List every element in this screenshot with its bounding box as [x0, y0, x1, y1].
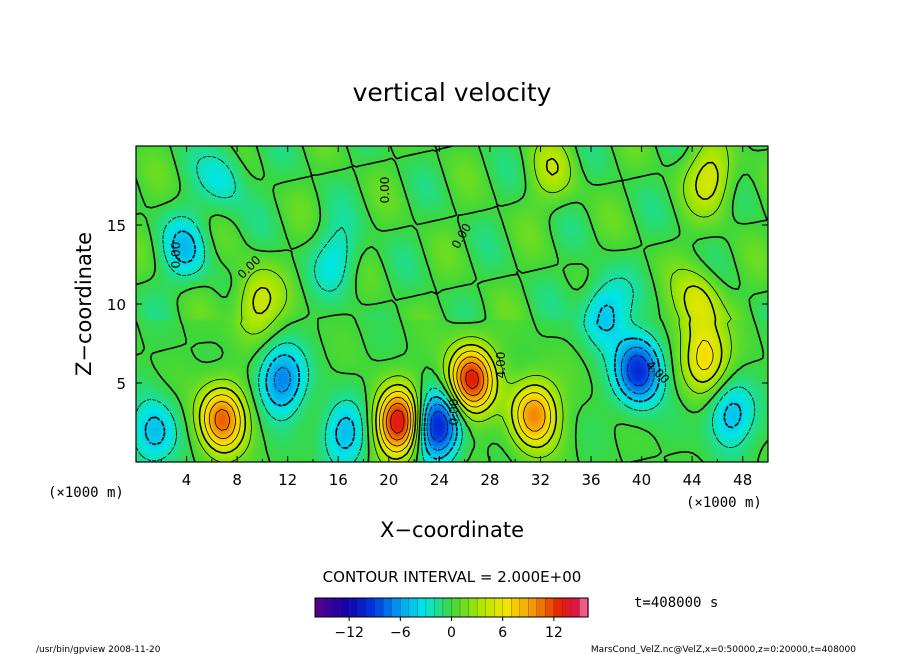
x-tick-label: 44 [683, 471, 702, 489]
colorbar-cell [476, 597, 487, 618]
colorbar-cell [425, 597, 436, 618]
colorbar-tick-label: 0 [447, 625, 456, 641]
colorbar-cell [408, 597, 419, 618]
colorbar-cell [579, 597, 589, 618]
colorbar-cell [494, 597, 504, 618]
colorbar-cell [348, 597, 359, 618]
contour-label: 0.00 [447, 399, 461, 426]
y-tick-label: 10 [107, 296, 126, 314]
contour-level-neg8 [430, 355, 650, 443]
colorbar-cell [357, 597, 367, 618]
colorbar-cell [391, 597, 401, 618]
colorbar-cell [366, 597, 376, 618]
contour-interval-text: CONTOUR INTERVAL = 2.000E+00 [323, 568, 582, 586]
x-tick-label: 40 [632, 471, 651, 489]
x-tick-label: 8 [232, 471, 242, 489]
x-axis-ticks: 4 8 12 16 20 24 28 32 36 40 44 48 [160, 146, 752, 489]
colorbar-cell [340, 597, 350, 618]
colorbar-cell [528, 597, 538, 618]
colorbar-cell [570, 597, 581, 618]
colorbar-cell [374, 597, 384, 618]
x-tick-label: 24 [430, 471, 449, 489]
x-axis-label: X−coordinate [380, 518, 524, 542]
contour-level-8 [208, 356, 546, 447]
x-tick-label: 20 [379, 471, 398, 489]
colorbar-cells [314, 597, 589, 618]
x-tick-label: 48 [733, 471, 752, 489]
colorbar-cell [511, 597, 521, 618]
colorbar-cell [434, 597, 444, 618]
contour-label: 0.00 [169, 242, 183, 269]
contour-label: 0.00 [378, 177, 392, 204]
footer-right: MarsCond_VelZ.nc@VelZ,x=0:50000,z=0:2000… [591, 645, 856, 654]
colorbar-cell [553, 597, 564, 618]
y-axis-label: Z−coordinate [72, 232, 96, 376]
x-tick-label: 36 [581, 471, 600, 489]
colorbar-cell [502, 597, 512, 618]
x-tick-label: 12 [278, 471, 297, 489]
contour-level-0 [136, 146, 768, 462]
contour-level-2 [192, 146, 732, 462]
contour-level-neg6 [274, 346, 655, 451]
colorbar-cell [451, 597, 461, 618]
colorbar: −12 −6 0 6 12 [314, 597, 589, 641]
chart-title: vertical velocity [353, 78, 552, 107]
x-tick-label: 28 [480, 471, 499, 489]
colorbar-cell [331, 597, 342, 618]
colorbar-cell [314, 597, 325, 618]
colorbar-cell [400, 597, 410, 618]
colorbar-cell [417, 597, 427, 618]
contour-level-10 [214, 362, 484, 441]
y-tick-label: 15 [107, 217, 126, 235]
time-label: t=408000 s [634, 595, 718, 611]
colorbar-cell [536, 597, 546, 618]
colorbar-cell [485, 597, 495, 618]
colorbar-cell [323, 597, 333, 618]
contour-lines [136, 146, 768, 462]
colorbar-tick-label: −6 [390, 625, 411, 641]
x-unit-right: (×1000 m) [686, 495, 762, 511]
colorbar-cell [562, 597, 572, 618]
colorbar-cell [383, 597, 393, 618]
plot-area: 0.000.00 0.000.004.000.004.00 [135, 145, 769, 463]
colorbar-tick-label: −12 [334, 625, 364, 641]
colorbar-cell [468, 597, 478, 618]
contour-label: 4.00 [494, 352, 508, 379]
colorbar-tick-label: 6 [498, 625, 507, 641]
x-tick-label: 16 [329, 471, 348, 489]
colorbar-cell [519, 597, 529, 618]
footer-left: /usr/bin/gpview 2008-11-20 [36, 645, 161, 654]
x-tick-label: 4 [182, 471, 192, 489]
colorbar-tick-label: 12 [545, 625, 563, 641]
colorbar-cell [459, 597, 470, 618]
x-tick-label: 32 [531, 471, 550, 489]
y-axis-ticks: 5 10 15 [107, 217, 768, 393]
contour-level-4 [198, 157, 723, 460]
colorbar-cell [545, 597, 555, 618]
contour-level-neg4 [144, 230, 742, 460]
y-tick-label: 5 [116, 375, 126, 393]
colorbar-cell [442, 597, 453, 618]
colorbar-ticks: −12 −6 0 6 12 [334, 617, 563, 641]
contour-level-6 [204, 339, 714, 453]
contour-level-neg2 [136, 156, 756, 462]
x-unit-left: (×1000 m) [48, 485, 124, 501]
contour-level-12 [390, 369, 479, 434]
